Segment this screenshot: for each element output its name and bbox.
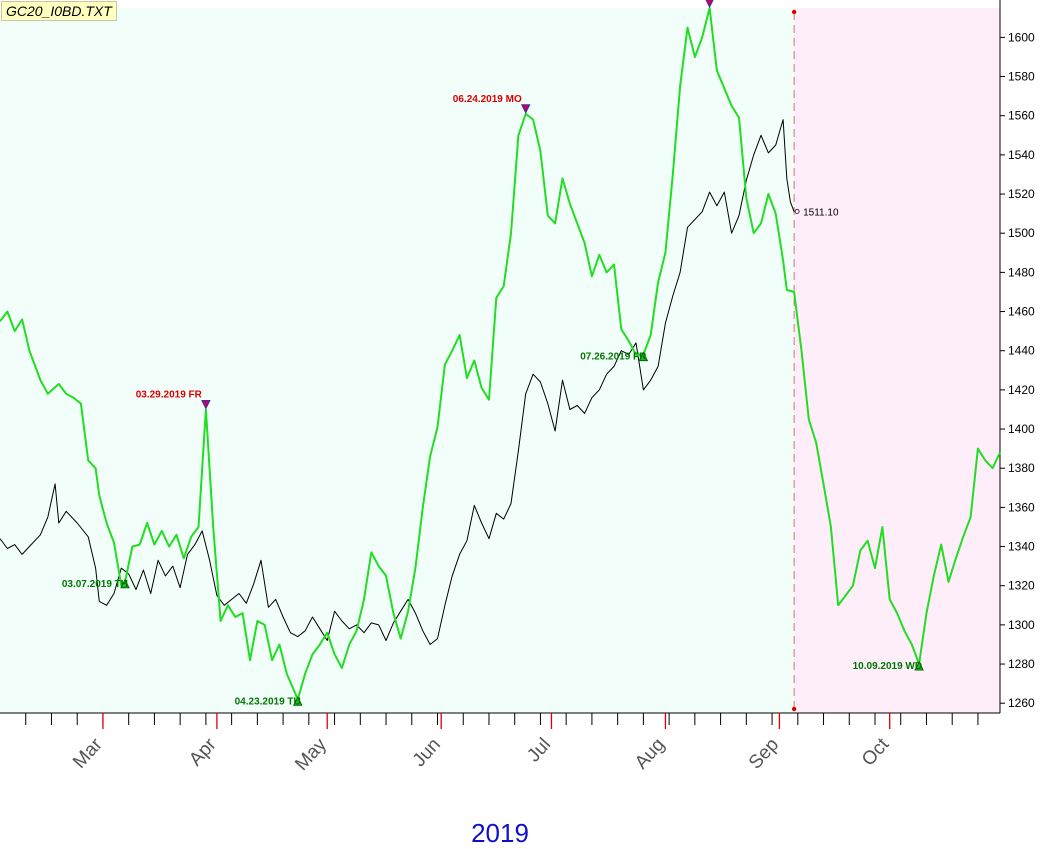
trough-label: 10.09.2019 WD: [853, 661, 923, 672]
x-axis-title: 2019: [471, 818, 529, 848]
trough-marker: [638, 351, 649, 362]
x-tick-label: Sep: [745, 734, 783, 773]
trough-marker: [292, 696, 303, 706]
forecast-region: [794, 8, 1000, 713]
y-tick-label: 1460: [1008, 305, 1035, 319]
history-region: [0, 8, 795, 713]
peak-marker: [520, 104, 531, 114]
peak-marker: [705, 0, 714, 9]
peak-marker: [201, 399, 211, 410]
series-line-1: [0, 119, 795, 645]
y-tick-label: 1300: [1008, 618, 1035, 632]
y-tick-label: 1560: [1008, 109, 1035, 123]
y-tick-label: 1580: [1008, 70, 1035, 84]
y-tick-label: 1280: [1008, 657, 1035, 671]
y-tick-label: 1600: [1008, 30, 1035, 44]
x-tick-label: Jun: [409, 734, 445, 771]
y-tick-label: 1440: [1008, 344, 1035, 358]
y-tick-label: 1260: [1008, 696, 1035, 710]
series-line-2: [0, 7, 1001, 701]
x-tick-label: Oct: [858, 734, 894, 771]
split-marker-bottom: [791, 706, 797, 712]
y-tick-label: 1420: [1008, 383, 1035, 397]
x-tick-label: May: [291, 734, 331, 775]
x-tick-label: Jul: [523, 734, 555, 766]
trough-label: 07.26.2019 FR: [580, 352, 647, 363]
y-tick-label: 1540: [1008, 148, 1035, 162]
file-label: GC20_I0BD.TXT: [1, 1, 117, 21]
peak-label: 06.24.2019 MO: [453, 94, 522, 105]
y-tick-label: 1380: [1008, 461, 1035, 475]
y-tick-label: 1520: [1008, 187, 1035, 201]
y-tick-label: 1360: [1008, 500, 1035, 514]
y-tick-label: 1340: [1008, 540, 1035, 554]
x-tick-label: Mar: [69, 734, 107, 773]
last-price-marker: [794, 209, 800, 214]
last-price-label: 1511.10: [803, 207, 839, 218]
trough-label: 04.23.2019 TU: [235, 696, 301, 707]
trough-marker: [914, 660, 924, 671]
x-tick-label: Aug: [631, 734, 669, 773]
peak-label: 03.29.2019 FR: [136, 389, 203, 400]
plot-background: [0, 8, 1000, 713]
trough-marker: [120, 578, 130, 589]
x-axis: Mar Apr May Jun Jul Aug Sep Oct: [25, 713, 979, 775]
trough-label: 03.07.2019 TH: [62, 579, 128, 590]
series-lines: 1511.10: [0, 7, 1001, 701]
x-tick-label: Apr: [185, 734, 221, 771]
y-axis: 1260 1280 1300 1320 1340 1360 1380 1400 1420 1440…: [1000, 30, 1035, 710]
y-tick-label: 1500: [1008, 226, 1035, 240]
y-tick-label: 1320: [1008, 579, 1035, 593]
y-tick-label: 1400: [1008, 422, 1035, 436]
split-marker-top: [791, 9, 797, 15]
chart-frame: [0, 0, 1001, 714]
y-tick-label: 1480: [1008, 265, 1035, 279]
